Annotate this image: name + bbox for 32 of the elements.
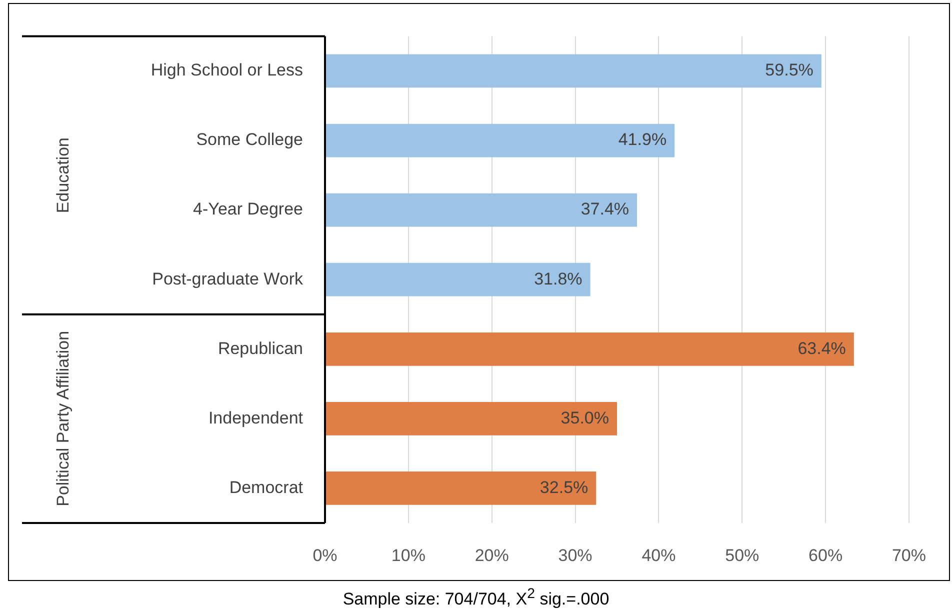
x-tick-label: 20% bbox=[474, 546, 509, 565]
data-label: 37.4% bbox=[580, 200, 630, 219]
data-label: 35.0% bbox=[560, 408, 609, 428]
data-label: 63.4% bbox=[798, 338, 846, 358]
text: Sample size: 704/704, X$^{2}$ sig.=.000 bbox=[342, 586, 610, 610]
bar bbox=[326, 54, 822, 88]
bar bbox=[326, 402, 617, 436]
bar bbox=[326, 193, 638, 227]
y-tick-label: 4-Year Degree bbox=[193, 200, 303, 219]
x-tick-label: 0% bbox=[312, 546, 338, 565]
y-tick-label: High School or Less bbox=[150, 60, 303, 80]
y-tick-label: Some College bbox=[196, 130, 303, 150]
bar bbox=[326, 124, 675, 158]
data-label: 41.9% bbox=[618, 130, 667, 150]
x-tick-label: 10% bbox=[391, 546, 426, 565]
data-label: 59.5% bbox=[765, 60, 814, 80]
text: Education bbox=[54, 137, 73, 214]
y-tick-label: Republican bbox=[218, 338, 303, 358]
data-label: 32.5% bbox=[540, 478, 588, 497]
x-tick-label: 50% bbox=[725, 546, 760, 565]
bar bbox=[326, 472, 596, 505]
bar bbox=[326, 332, 854, 366]
y-tick-label: Democrat bbox=[229, 478, 304, 497]
x-tick-label: 40% bbox=[642, 546, 676, 565]
data-label: 31.8% bbox=[534, 269, 582, 288]
x-tick-label: 30% bbox=[558, 546, 592, 565]
y-tick-label: Independent bbox=[208, 408, 304, 428]
y-tick-label: Post-graduate Work bbox=[152, 269, 304, 288]
x-tick-label: 70% bbox=[892, 546, 926, 565]
x-tick-label: 60% bbox=[808, 546, 843, 565]
bar bbox=[326, 262, 590, 296]
text: Political Party Affiliation bbox=[54, 330, 73, 506]
